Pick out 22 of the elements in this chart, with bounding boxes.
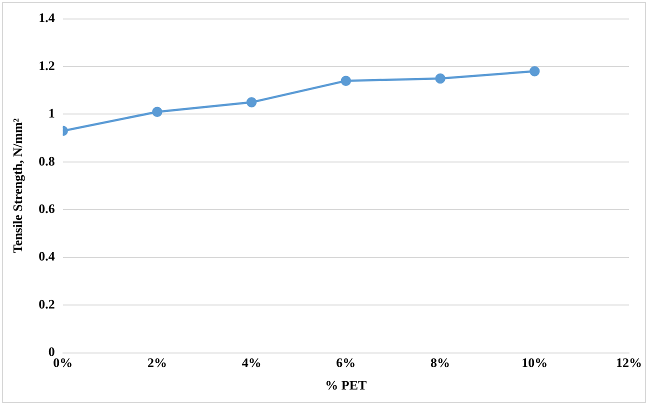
point [530, 66, 540, 76]
y-tick-label: 0.6 [38, 201, 56, 216]
point [340, 76, 352, 86]
point [246, 97, 257, 108]
x-tick-label: 4% [242, 354, 262, 370]
y-tick-label: 1.4 [38, 10, 56, 26]
y-tick-label: 0.8 [38, 153, 56, 168]
y-tick-label: 0 [48, 344, 55, 360]
x-tick-label: 8% [430, 354, 450, 370]
y-axis-title: Tensile Strength, N/mm² [10, 118, 26, 254]
y-tick-label: 1 [48, 106, 55, 121]
x-tick-label: 2% [147, 354, 167, 370]
y-tick-label: 0.2 [38, 296, 55, 312]
x-tick-label: 12% [616, 354, 642, 370]
y-tick-label: 0.4 [38, 248, 56, 264]
point [435, 73, 446, 84]
x-tick-label: 10% [522, 354, 548, 370]
x-tick-label: 6% [336, 354, 356, 370]
x-tick-label: 0% [53, 354, 73, 370]
point [152, 106, 162, 117]
x-axis-title: % PET [325, 378, 368, 393]
y-tick-label: 1.2 [38, 58, 55, 73]
